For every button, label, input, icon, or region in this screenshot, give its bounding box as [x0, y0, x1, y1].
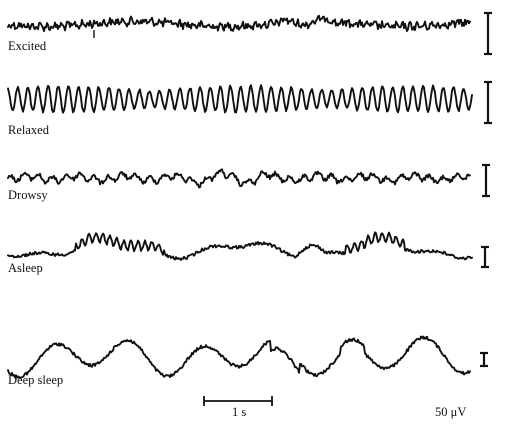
- amplitude-scale-bar-asleep: [481, 245, 489, 269]
- amplitude-scale-bar-relaxed: [484, 80, 492, 125]
- label-relaxed: Relaxed: [8, 123, 50, 137]
- label-asleep: Asleep: [8, 261, 43, 275]
- label-excited: Excited: [8, 39, 47, 53]
- eeg-trace-excited: [7, 14, 471, 33]
- label-drowsy: Drowsy: [8, 188, 48, 202]
- amplitude-scale-bar-deep-sleep: [480, 351, 488, 368]
- time-scale-label: 1 s: [232, 405, 246, 419]
- amplitude-scale-bar-excited: [484, 11, 492, 56]
- eeg-trace-deep-sleep: [7, 335, 471, 380]
- eeg-trace-relaxed: [7, 84, 473, 114]
- eeg-trace-asleep: [7, 231, 473, 261]
- label-deep-sleep: Deep sleep: [8, 373, 63, 387]
- voltage-scale-label: 50 μV: [435, 405, 466, 419]
- time-scale-bar: [203, 396, 273, 406]
- amplitude-scale-bar-drowsy: [482, 163, 490, 198]
- eeg-trace-drowsy: [7, 168, 471, 189]
